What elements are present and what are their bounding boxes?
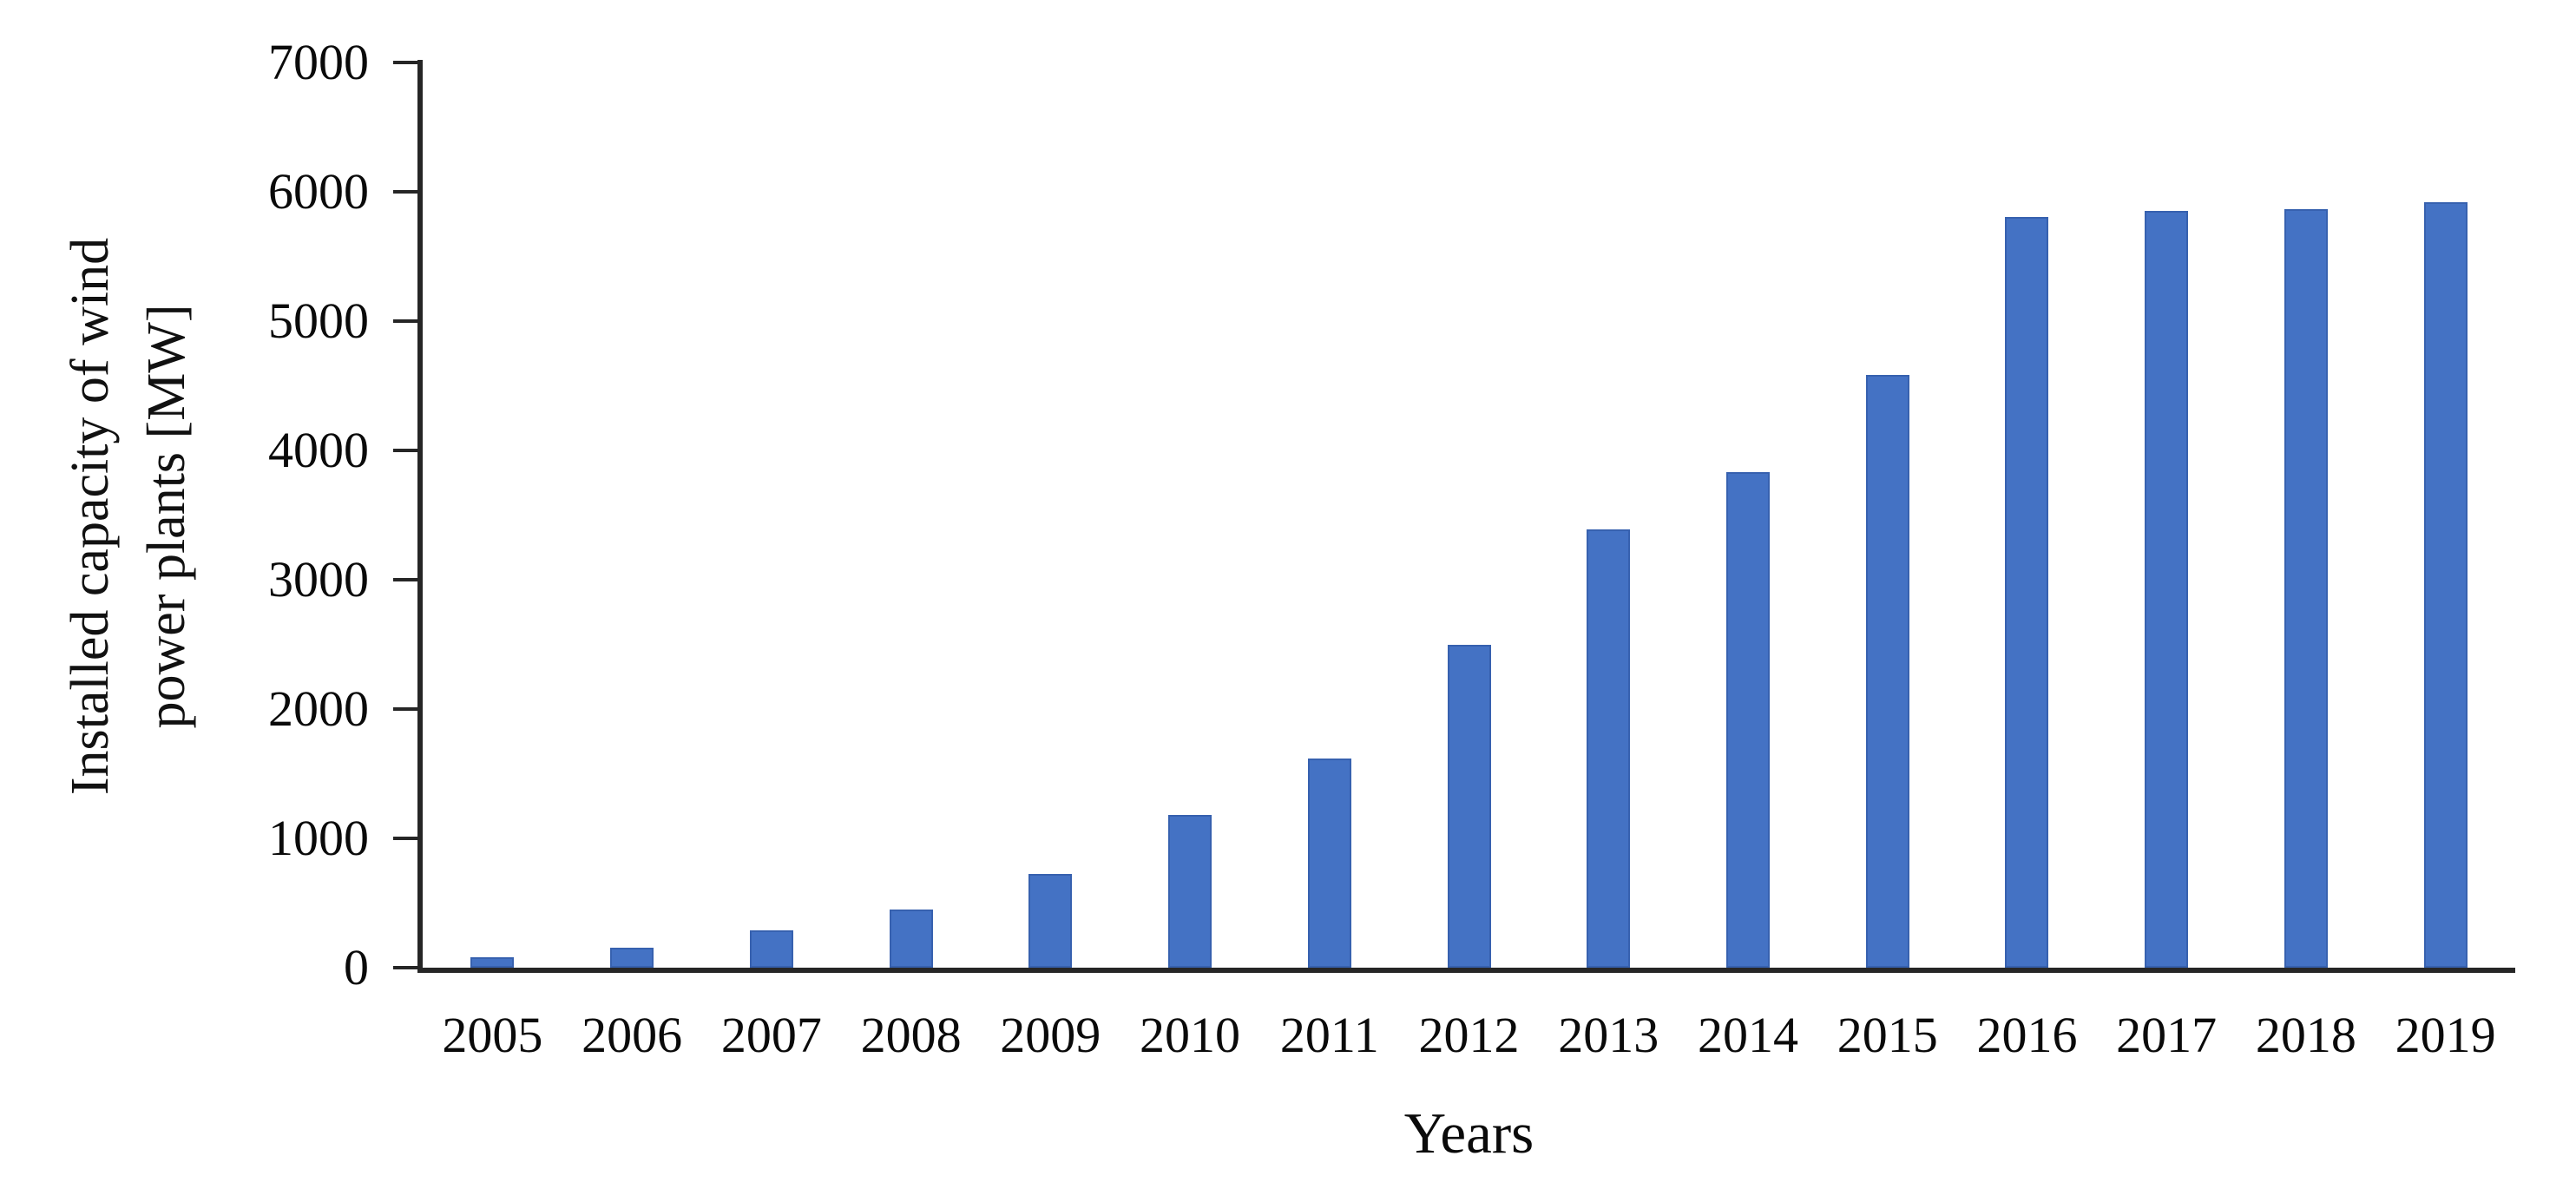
bar-slot-2017: [2097, 62, 2237, 968]
bar-slot-2011: [1259, 62, 1399, 968]
bar-slot-2014: [1679, 62, 1818, 968]
bar-2015: [1865, 375, 1909, 968]
bar-2017: [2145, 211, 2189, 968]
bar-2006: [610, 948, 654, 968]
bar-slot-2008: [841, 62, 981, 968]
x-axis-title: Years: [1403, 1101, 1534, 1166]
y-tick-label-3000: 3000: [268, 551, 369, 608]
y-tick-label-1000: 1000: [268, 810, 369, 866]
bar-2013: [1587, 529, 1631, 968]
x-tick-label-2006: 2006: [582, 1007, 683, 1063]
x-tick-labels-row: 2005 2006 2007 2008 2009 2010 2011 2012 2013 2014…: [423, 1008, 2515, 1062]
x-tick-label-2007: 2007: [720, 1007, 822, 1063]
bar-2005: [470, 957, 515, 968]
x-tick-label-2005: 2005: [442, 1007, 543, 1063]
y-tick-mark-4000: [393, 449, 417, 452]
y-tick-label-0: 0: [344, 939, 369, 995]
bar-2016: [2005, 217, 2049, 968]
y-tick-mark-6000: [393, 190, 417, 194]
bar-2009: [1028, 874, 1073, 968]
x-tick-label-2017: 2017: [2116, 1007, 2218, 1063]
bar-2019: [2423, 202, 2468, 968]
x-tick-label-2012: 2012: [1418, 1007, 1520, 1063]
y-tick-mark-7000: [393, 61, 417, 64]
x-tick-label-2009: 2009: [1000, 1007, 1101, 1063]
x-tick-label-2011: 2011: [1279, 1007, 1379, 1063]
x-tick-label-2014: 2014: [1697, 1007, 1798, 1063]
x-tick-label-2015: 2015: [1837, 1007, 1938, 1063]
x-tick-label-2018: 2018: [2255, 1007, 2356, 1063]
y-tick-label-4000: 4000: [268, 422, 369, 478]
bars-container: [423, 62, 2515, 968]
x-tick-label-2019: 2019: [2395, 1007, 2496, 1063]
y-tick-mark-3000: [393, 578, 417, 581]
bar-2018: [2284, 209, 2328, 968]
y-axis-line: [417, 60, 423, 970]
y-tick-label-7000: 7000: [268, 34, 369, 90]
bar-slot-2013: [1539, 62, 1679, 968]
y-tick-mark-0: [393, 966, 417, 969]
bar-slot-2010: [1120, 62, 1260, 968]
bar-2007: [749, 930, 793, 968]
y-axis-title: Installed capacity of wind power plants …: [50, 0, 207, 1033]
y-tick-mark-5000: [393, 319, 417, 323]
y-tick-label-5000: 5000: [268, 292, 369, 349]
bar-2012: [1447, 645, 1491, 968]
bar-slot-2009: [981, 62, 1120, 968]
bar-slot-2019: [2376, 62, 2515, 968]
y-tick-label-2000: 2000: [268, 680, 369, 737]
y-tick-mark-1000: [393, 837, 417, 840]
x-tick-label-2008: 2008: [860, 1007, 962, 1063]
bar-slot-2007: [701, 62, 841, 968]
y-tick-mark-2000: [393, 707, 417, 711]
bar-2014: [1725, 472, 1770, 968]
bar-slot-2006: [562, 62, 702, 968]
bar-slot-2012: [1399, 62, 1539, 968]
bar-2010: [1168, 815, 1212, 968]
x-tick-label-2016: 2016: [1976, 1007, 2078, 1063]
plot-area: 0 1000 2000 3000 4000 5000 6000 7000: [268, 37, 2515, 993]
y-tick-label-6000: 6000: [268, 163, 369, 220]
bar-slot-2015: [1817, 62, 1957, 968]
bar-slot-2005: [423, 62, 562, 968]
x-axis-line: [417, 968, 2515, 973]
bar-slot-2018: [2237, 62, 2376, 968]
x-tick-label-2010: 2010: [1140, 1007, 1241, 1063]
bar-slot-2016: [1957, 62, 2097, 968]
bar-2008: [889, 910, 933, 968]
bar-2011: [1307, 759, 1351, 968]
x-tick-label-2013: 2013: [1558, 1007, 1659, 1063]
